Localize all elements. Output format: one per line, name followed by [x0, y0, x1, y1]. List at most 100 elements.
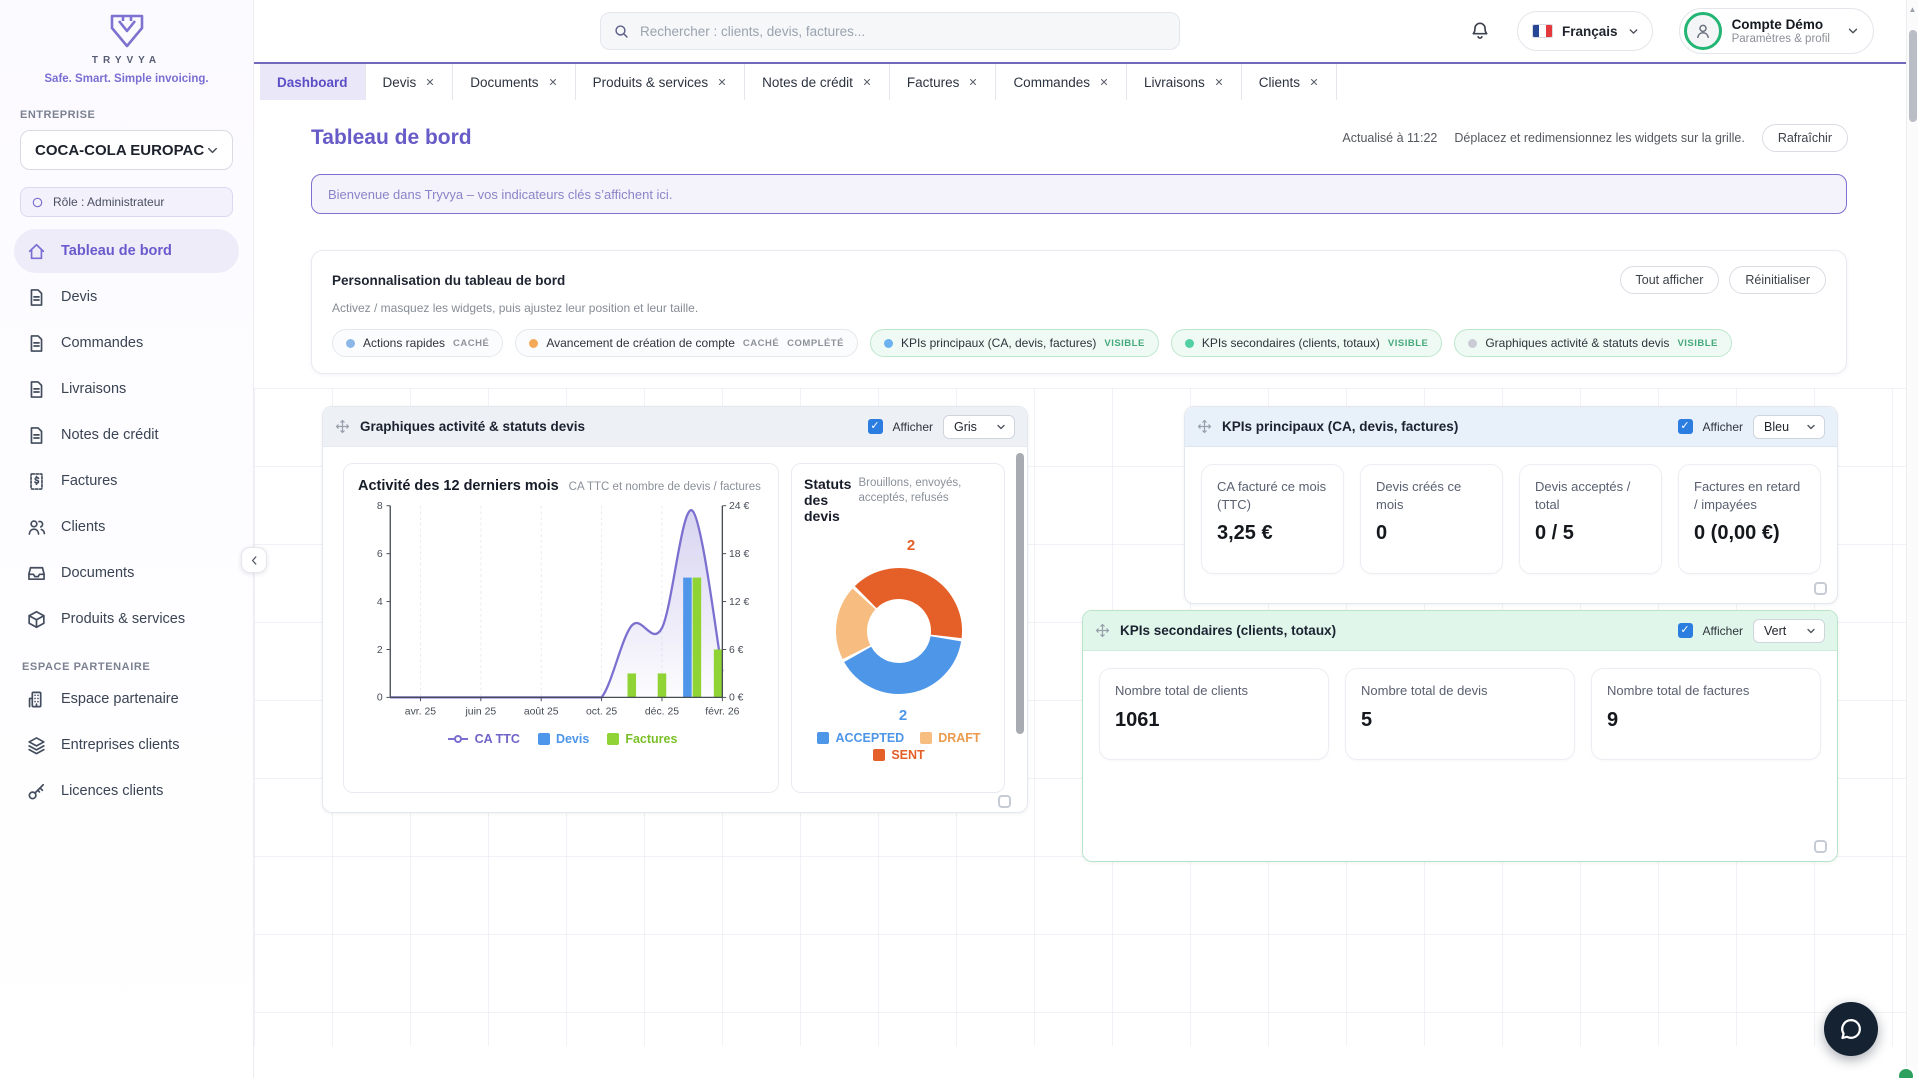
chevron-down-icon: [1805, 421, 1817, 433]
show-checkbox[interactable]: ✓: [868, 419, 883, 434]
status-dot: [1468, 339, 1477, 348]
kpi-card-nombre-total-de-factures: Nombre total de factures9: [1591, 668, 1821, 760]
kpi-value: 5: [1361, 709, 1559, 732]
sidebar-item-livraisons[interactable]: Livraisons: [14, 367, 239, 411]
widget-scrollbar: [1016, 451, 1024, 802]
sidebar-item-licences-clients[interactable]: Licences clients: [14, 769, 239, 813]
chip-state-badge: COMPLÉTÉ: [787, 338, 844, 349]
sidebar-item-documents[interactable]: Documents: [14, 551, 239, 595]
tab-devis[interactable]: Devis: [366, 64, 454, 100]
doc-icon: [26, 287, 47, 308]
chat-bubble-icon: [1838, 1016, 1864, 1042]
activity-chart-title: Activité des 12 derniers mois: [358, 478, 559, 494]
theme-select[interactable]: Bleu: [1753, 415, 1825, 439]
legend-swatch: [538, 733, 550, 745]
drag-handle-icon[interactable]: [1095, 623, 1110, 638]
svg-text:août 25: août 25: [524, 706, 559, 717]
svg-text:18 €: 18 €: [729, 549, 749, 560]
avatar: [1684, 12, 1722, 50]
tab-dashboard[interactable]: Dashboard: [260, 64, 366, 100]
drag-handle-icon[interactable]: [335, 419, 350, 434]
sidebar-collapse-button[interactable]: [241, 547, 267, 573]
svg-text:juin 25: juin 25: [464, 706, 496, 717]
widget-toggle-chip-kpis-secondaires-clients-totaux[interactable]: KPIs secondaires (clients, totaux)VISIBL…: [1171, 329, 1443, 357]
svg-text:2: 2: [899, 707, 907, 724]
sidebar-item-entreprises-clients[interactable]: Entreprises clients: [14, 723, 239, 767]
donut-subtitle: Brouillons, envoyés, acceptés, refusés: [858, 476, 994, 524]
chip-state-badge: VISIBLE: [1388, 338, 1428, 349]
close-icon[interactable]: [717, 77, 727, 87]
widget-chip-row: Actions rapidesCACHÉ Avancement de créati…: [332, 329, 1826, 357]
sidebar-item-devis[interactable]: Devis: [14, 275, 239, 319]
sidebar-item-espace-partenaire[interactable]: Espace partenaire: [14, 677, 239, 721]
theme-select[interactable]: Vert: [1753, 619, 1825, 643]
hint-text: Déplacez et redimensionnez les widgets s…: [1454, 131, 1744, 145]
show-checkbox[interactable]: ✓: [1678, 623, 1693, 638]
doc-icon: [26, 333, 47, 354]
company-select[interactable]: COCA-COLA EUROPAC: [20, 130, 233, 170]
sidebar-item-factures[interactable]: Factures: [14, 459, 239, 503]
logo: TRYVYA Safe. Smart. Simple invoicing.: [20, 12, 233, 85]
legend-swatch: [873, 749, 885, 761]
resize-handle[interactable]: [1814, 840, 1827, 853]
chat-fab-button[interactable]: [1824, 1002, 1878, 1056]
close-icon[interactable]: [548, 77, 558, 87]
kpi-main-cards: CA facturé ce mois (TTC)3,25 €Devis créé…: [1185, 447, 1837, 591]
language-selector[interactable]: Français: [1517, 11, 1653, 51]
tab-commandes[interactable]: Commandes: [996, 64, 1127, 100]
kpi-value: 1061: [1115, 709, 1313, 732]
sidebar-item-tableau-de-bord[interactable]: Tableau de bord: [14, 229, 239, 273]
scroll-up-arrow[interactable]: ▲: [1907, 5, 1918, 14]
account-menu[interactable]: Compte Démo Paramètres & profil: [1679, 8, 1874, 54]
tab-livraisons[interactable]: Livraisons: [1127, 64, 1242, 100]
tab-documents[interactable]: Documents: [453, 64, 575, 100]
resize-handle[interactable]: [1814, 582, 1827, 595]
widget-toggle-chip-graphiques-activite-statuts-devis[interactable]: Graphiques activité & statuts devisVISIB…: [1454, 329, 1732, 357]
show-all-button[interactable]: Tout afficher: [1620, 266, 1720, 294]
close-icon[interactable]: [1099, 77, 1109, 87]
kpi-card-factures-en-retard-impayees: Factures en retard / impayées0 (0,00 €): [1678, 464, 1821, 574]
close-icon[interactable]: [425, 77, 435, 87]
key-icon: [26, 781, 47, 802]
widget-toggle-chip-actions-rapides[interactable]: Actions rapidesCACHÉ: [332, 329, 503, 357]
activity-chart-card: Activité des 12 derniers mois CA TTC et …: [343, 463, 779, 793]
window-scrollbar-thumb[interactable]: [1909, 30, 1917, 122]
svg-text:0: 0: [377, 693, 383, 704]
close-icon[interactable]: [1214, 77, 1224, 87]
sidebar-item-clients[interactable]: Clients: [14, 505, 239, 549]
theme-select[interactable]: Gris: [943, 415, 1015, 439]
close-icon[interactable]: [862, 77, 872, 87]
widget-toggle-chip-kpis-principaux-ca-devis-factures[interactable]: KPIs principaux (CA, devis, factures)VIS…: [870, 329, 1159, 357]
tab-notes-de-credit[interactable]: Notes de crédit: [745, 64, 890, 100]
kpi-value: 9: [1607, 709, 1805, 732]
line-marker-icon: [447, 734, 469, 744]
close-icon[interactable]: [968, 77, 978, 87]
svg-text:2: 2: [907, 537, 915, 554]
drag-handle-icon[interactable]: [1197, 419, 1212, 434]
resize-handle[interactable]: [998, 795, 1011, 808]
sidebar-section-label: ESPACE PARTENAIRE: [22, 661, 233, 673]
topbar-right: Français Compte Démo Paramètres & profil: [1469, 0, 1874, 62]
close-icon[interactable]: [1309, 77, 1319, 87]
account-name: Compte Démo: [1732, 17, 1830, 34]
kpi-secondary-cards: Nombre total de clients1061Nombre total …: [1083, 651, 1837, 777]
sidebar: TRYVYA Safe. Smart. Simple invoicing. EN…: [0, 0, 254, 1078]
partner-menu: Espace partenaireEntreprises clientsLice…: [20, 677, 233, 813]
sidebar-item-notes-de-credit[interactable]: Notes de crédit: [14, 413, 239, 457]
reset-button[interactable]: Réinitialiser: [1729, 266, 1826, 294]
tab-clients[interactable]: Clients: [1242, 64, 1337, 100]
widget-scrollbar-thumb[interactable]: [1016, 453, 1024, 734]
bell-icon[interactable]: [1469, 20, 1491, 42]
sidebar-item-commandes[interactable]: Commandes: [14, 321, 239, 365]
sidebar-item-produits-services[interactable]: Produits & services: [14, 597, 239, 641]
language-label: Français: [1562, 24, 1618, 39]
show-checkbox[interactable]: ✓: [1678, 419, 1693, 434]
tab-produits-services[interactable]: Produits & services: [576, 64, 746, 100]
tab-factures[interactable]: Factures: [890, 64, 997, 100]
search-input[interactable]: [640, 24, 1167, 39]
widget-toggle-chip-avancement-de-creation-de-compte[interactable]: Avancement de création de compteCACHÉCOM…: [515, 329, 858, 357]
page-content: Tableau de bord Actualisé à 11:22 Déplac…: [254, 124, 1918, 1078]
refresh-button[interactable]: Rafraîchir: [1762, 124, 1848, 152]
widget-kpi-main: KPIs principaux (CA, devis, factures) ✓ …: [1184, 406, 1838, 604]
status-donut-card: Statuts des devis Brouillons, envoyés, a…: [791, 463, 1005, 793]
